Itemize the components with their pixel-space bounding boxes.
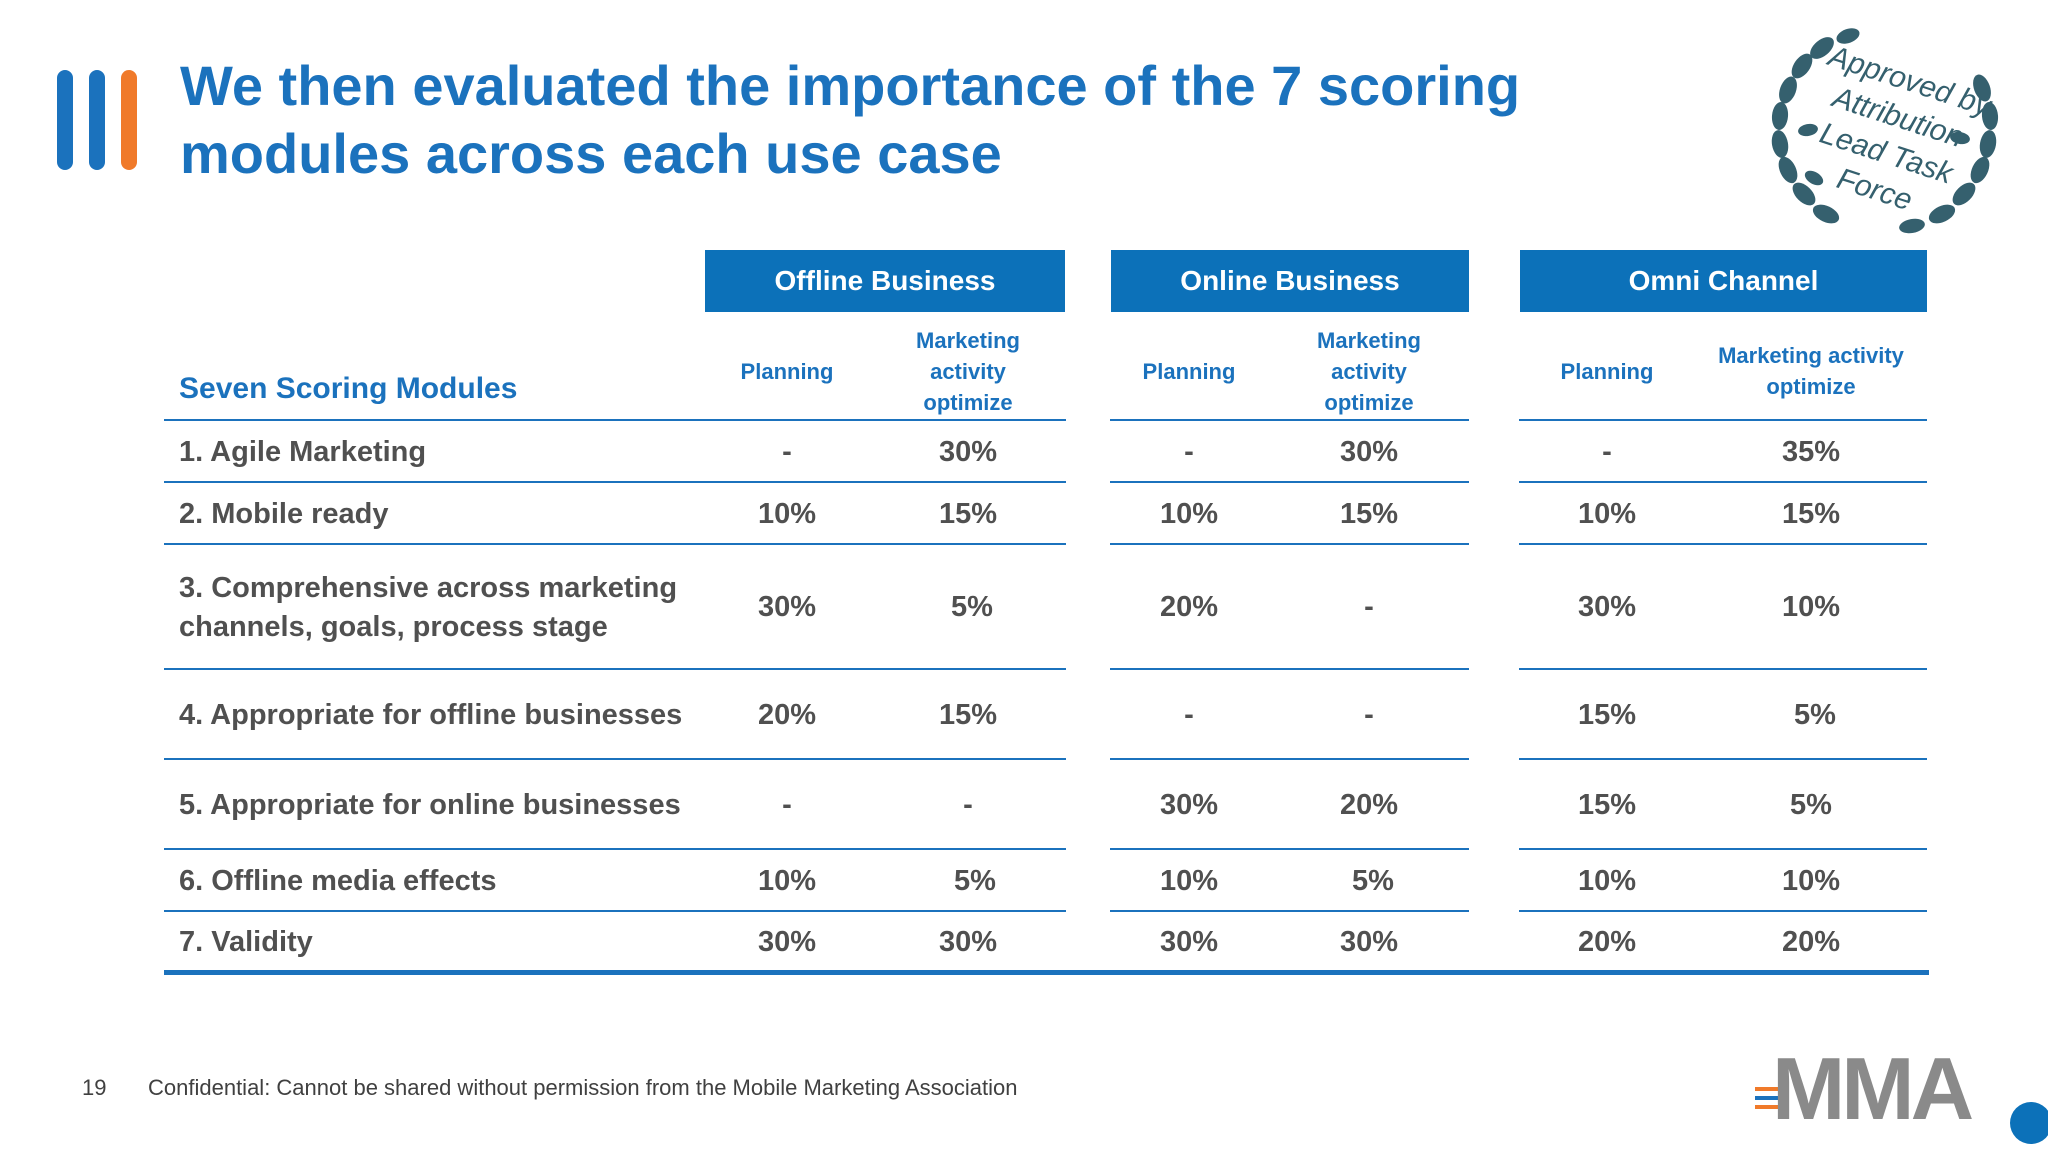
table-cell: -	[782, 435, 792, 468]
table-row-label: 1. Agile Marketing	[179, 435, 427, 468]
table-cell: 15%	[1577, 788, 1637, 821]
table-cell: -	[1184, 698, 1194, 731]
table-cell: 30%	[1339, 435, 1399, 468]
decorative-bar	[57, 70, 73, 170]
mma-logo-icon: MMA	[1755, 1039, 1977, 1138]
table-cell: 30%	[938, 925, 998, 958]
divider	[1110, 668, 1469, 670]
table-cell: 10%	[1781, 864, 1841, 897]
group-header-online: Online Business	[1111, 250, 1469, 312]
table-cell: 30%	[938, 435, 998, 468]
table-cell: -	[1364, 591, 1374, 623]
table-row-label: 5. Appropriate for online businesses	[179, 788, 681, 821]
subheader-optimize: Marketing activity optimize	[916, 327, 1020, 415]
approval-seal: Approved by Attribution Lead Task Force	[1752, 18, 2012, 248]
divider	[164, 419, 1066, 421]
table-cell: 20%	[1339, 788, 1399, 821]
table-bottom-border	[164, 970, 1929, 975]
table-cell: 5%	[1794, 698, 1836, 731]
table-cell: 15%	[938, 698, 998, 731]
divider	[1110, 481, 1469, 483]
page-title: We then evaluated the importance of the …	[180, 54, 1521, 185]
table-row-label: 2. Mobile ready	[179, 497, 389, 530]
page-number: 19	[82, 1075, 107, 1100]
table-cell: -	[1602, 435, 1612, 468]
table-cell: 15%	[1781, 497, 1841, 530]
table-cell: 35%	[1781, 435, 1841, 468]
table-cell: 10%	[1577, 497, 1637, 530]
divider	[1110, 758, 1469, 760]
table-row-label: 7. Validity	[179, 925, 313, 958]
table-row-label: 6. Offline media effects	[179, 864, 497, 897]
table-cell: 10%	[757, 497, 817, 530]
table-row-label: 4. Appropriate for offline businesses	[179, 698, 683, 731]
svg-text:MMA: MMA	[1772, 1045, 1973, 1125]
table-cell: 5%	[951, 591, 993, 623]
subheader-planning: Planning	[1560, 358, 1654, 384]
table-cell: 10%	[1781, 591, 1841, 623]
table-cell: 10%	[1577, 864, 1637, 897]
table-cell: 30%	[1159, 925, 1219, 958]
subheader-planning: Planning	[1142, 358, 1236, 384]
table-cell: 15%	[1339, 497, 1399, 530]
table-cell: 30%	[757, 591, 817, 623]
confidential-note: Confidential: Cannot be shared without p…	[148, 1075, 1018, 1100]
table-cell: 10%	[1159, 864, 1219, 897]
divider	[1519, 481, 1927, 483]
table-cell: 5%	[954, 864, 996, 897]
divider	[164, 543, 1066, 545]
subheader-optimize: Marketing activity optimize	[1718, 343, 1904, 399]
table-cell: -	[782, 788, 792, 821]
subheader-optimize: Marketing activity optimize	[1317, 327, 1421, 415]
decorative-bar-accent	[121, 70, 137, 170]
table-cell: 5%	[1352, 864, 1394, 897]
subheader-planning: Planning	[740, 358, 834, 384]
divider	[1519, 848, 1927, 850]
divider	[164, 848, 1066, 850]
table-cell: 30%	[1577, 591, 1637, 623]
table-cell: 30%	[1339, 925, 1399, 958]
laurel-wreath-icon	[1771, 28, 1999, 234]
table-cell: 10%	[1159, 497, 1219, 530]
divider	[1519, 758, 1927, 760]
divider	[164, 758, 1066, 760]
table-cell: -	[1184, 435, 1194, 468]
decorative-bar	[89, 70, 105, 170]
table-cell: 20%	[1159, 591, 1219, 623]
table-cell: 15%	[938, 497, 998, 530]
divider	[1110, 848, 1469, 850]
table-cell: 30%	[1159, 788, 1219, 821]
table-cell: 20%	[757, 698, 817, 731]
table-cell: 30%	[757, 925, 817, 958]
group-header-omni: Omni Channel	[1520, 250, 1927, 312]
divider	[1110, 419, 1469, 421]
divider	[1519, 668, 1927, 670]
table-cell: 20%	[1781, 925, 1841, 958]
divider	[1110, 543, 1469, 545]
divider	[1110, 910, 1469, 912]
corner-dot	[2010, 1102, 2048, 1144]
mma-logo: MMA	[1752, 1039, 2002, 1138]
table-cell: 20%	[1577, 925, 1637, 958]
group-header-offline: Offline Business	[705, 250, 1065, 312]
divider	[1519, 419, 1927, 421]
table-cell: -	[963, 788, 973, 821]
divider	[1519, 910, 1927, 912]
divider	[164, 481, 1066, 483]
table-cell: 5%	[1790, 788, 1832, 821]
divider	[1519, 543, 1927, 545]
table-cell: -	[1364, 698, 1374, 731]
divider	[164, 668, 1066, 670]
table-row-label: 3. Comprehensive across marketing channe…	[179, 571, 678, 643]
row-header-label: Seven Scoring Modules	[179, 372, 518, 405]
table-cell: 10%	[757, 864, 817, 897]
divider	[164, 910, 1066, 912]
table-cell: 15%	[1577, 698, 1637, 731]
